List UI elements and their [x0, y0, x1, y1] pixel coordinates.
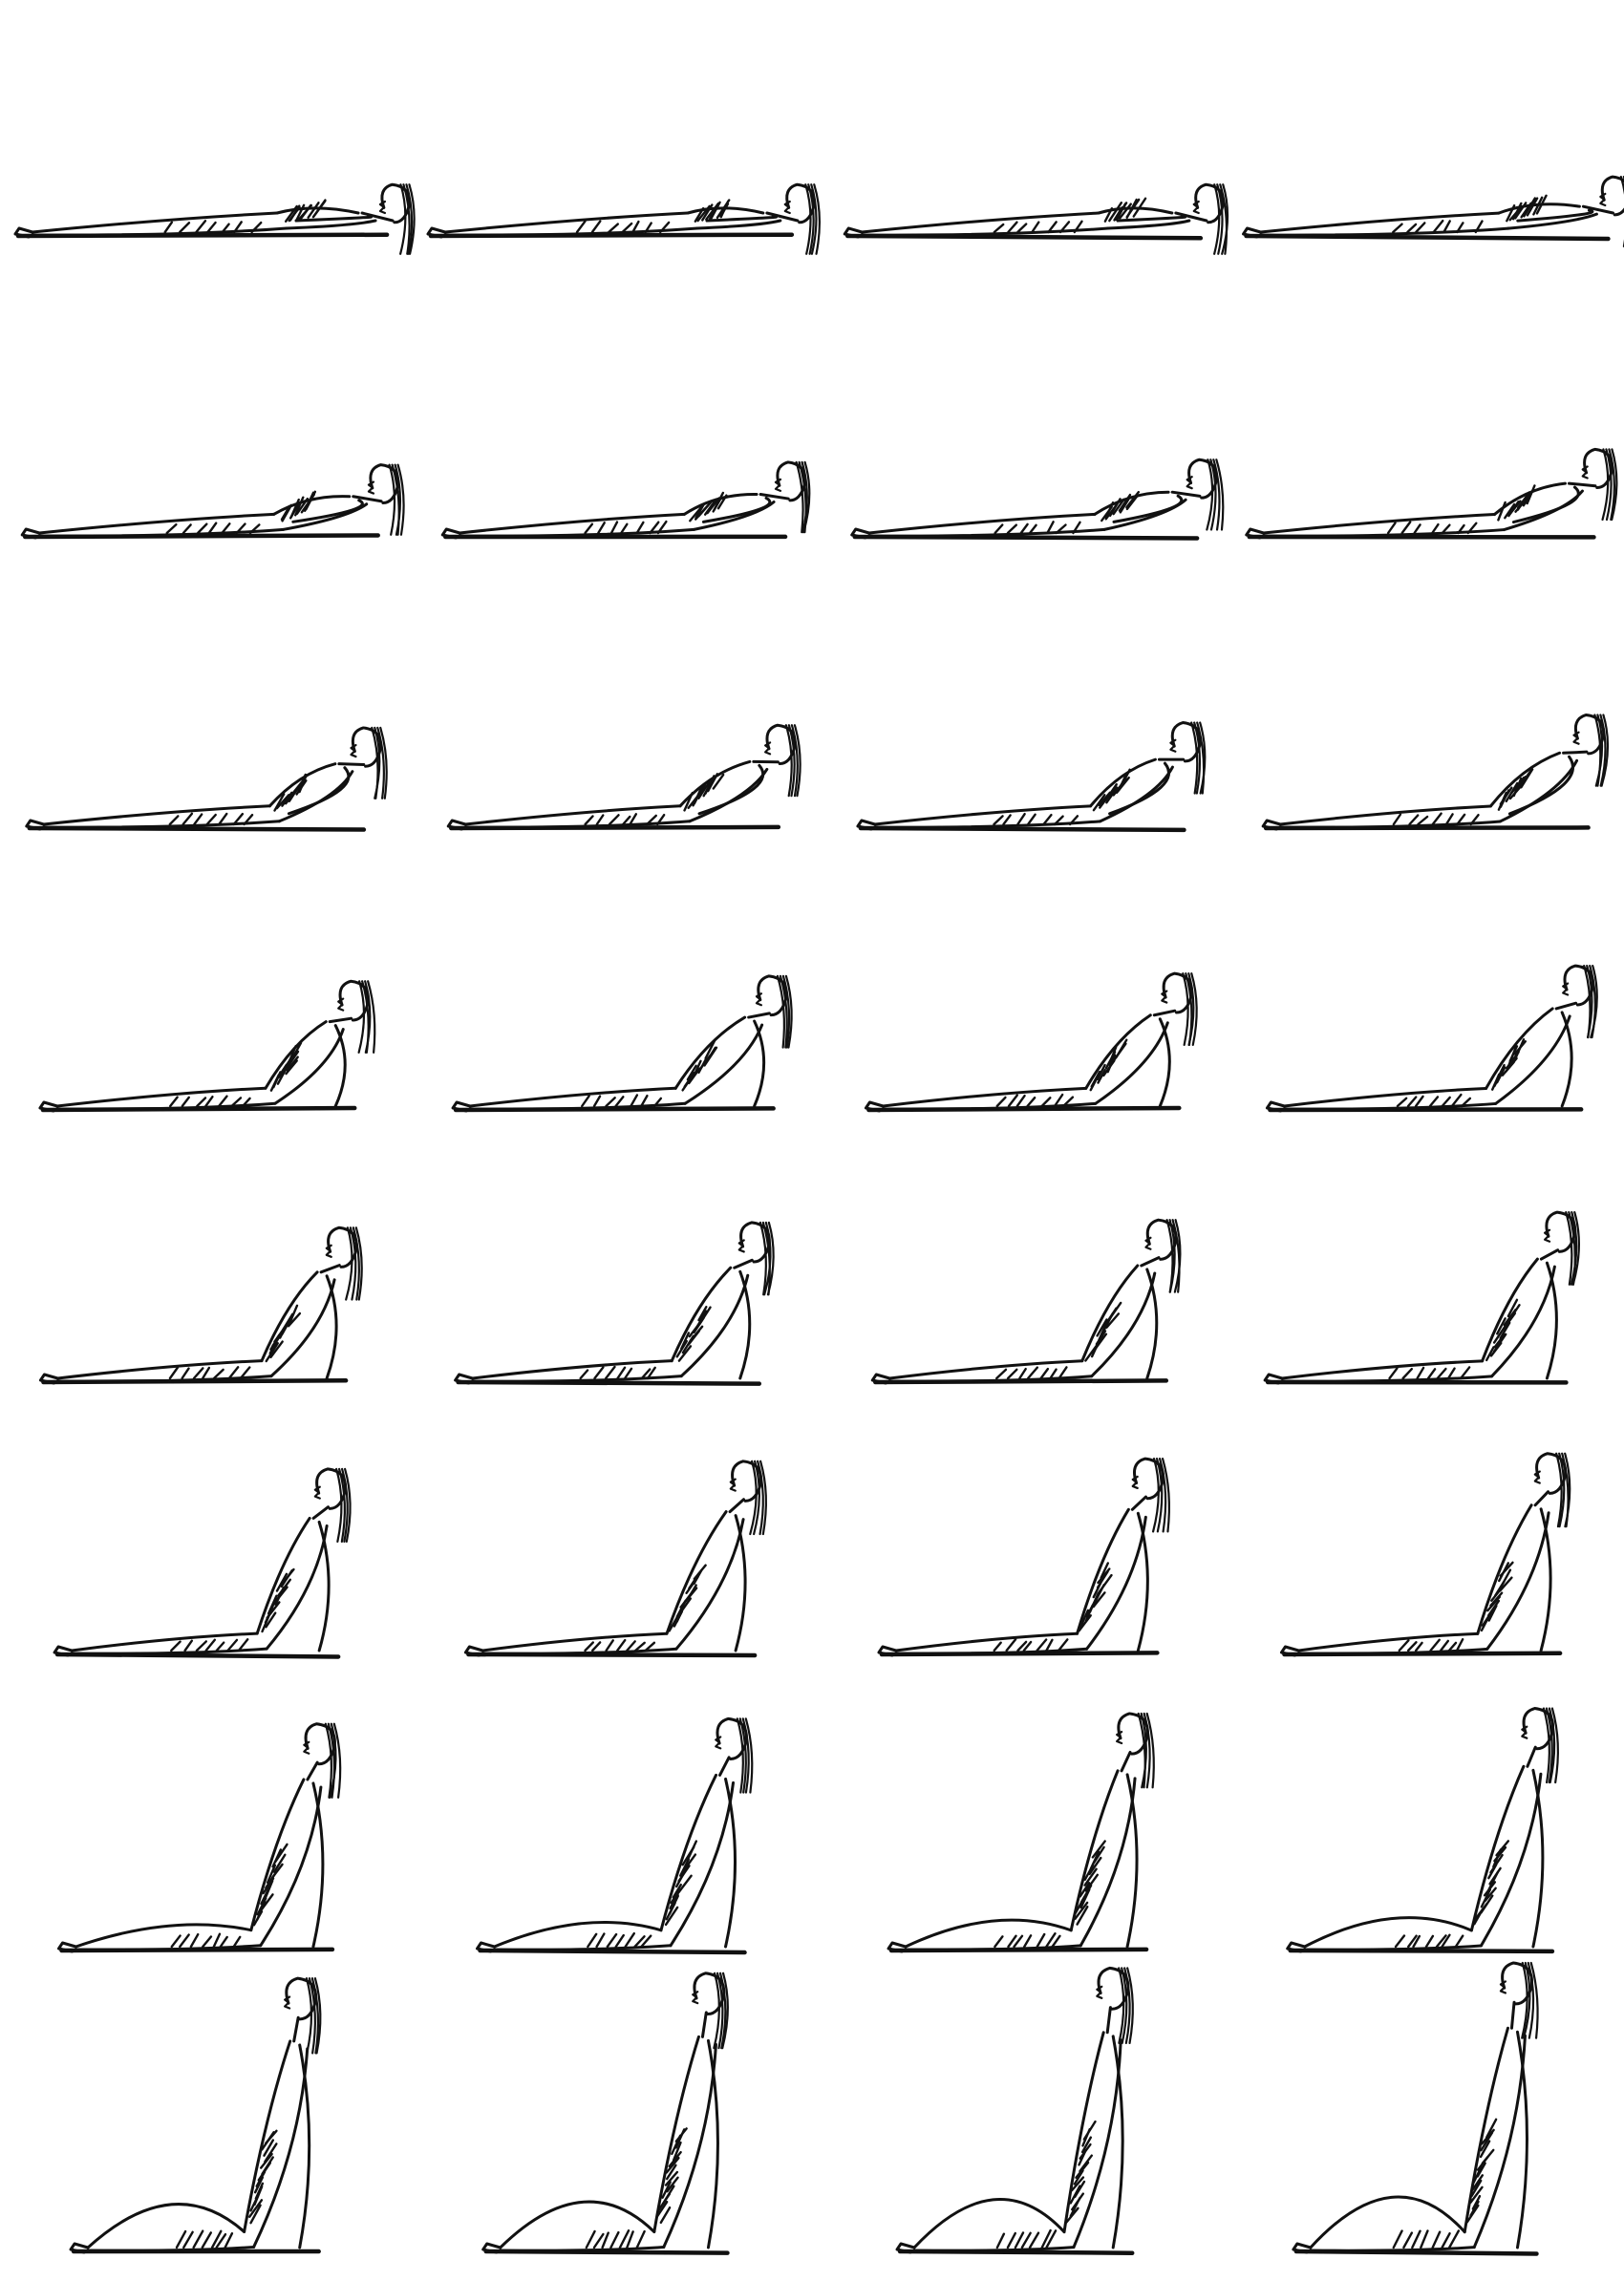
figure-sketch — [454, 1221, 775, 1386]
figure-sketch — [887, 1712, 1155, 1953]
figure-sketch — [895, 1966, 1135, 2255]
figure-sketch — [856, 721, 1207, 833]
figure-sketch — [446, 723, 801, 831]
figure-sketch — [1242, 175, 1624, 248]
figure-sketch — [25, 726, 388, 832]
figure-sketch — [463, 1460, 767, 1658]
figure-sketch — [1245, 447, 1618, 540]
figure-sketch — [20, 463, 405, 540]
figure-sketch — [69, 1976, 322, 2254]
figure-sketch — [53, 1467, 352, 1659]
figure-sketch — [481, 1972, 730, 2255]
figure-sketch — [870, 1218, 1182, 1385]
figure-sketch — [451, 974, 793, 1113]
figure-sketch — [476, 1716, 754, 1955]
figure-sketch — [1263, 1210, 1580, 1385]
figure-sketch — [1279, 1452, 1571, 1657]
figure-sketch — [38, 979, 376, 1113]
figure-sketch — [1286, 1707, 1559, 1954]
figure-sketch — [440, 460, 811, 540]
figure-sketch — [864, 971, 1198, 1113]
figure-sketch — [1265, 964, 1598, 1113]
figure-sketch — [38, 1226, 363, 1385]
figure-sketch — [843, 182, 1229, 255]
figure-sketch — [56, 1722, 342, 1953]
figure-sketch — [1261, 713, 1610, 831]
figure-sketch — [1292, 1961, 1539, 2256]
figure-sketch — [13, 182, 416, 255]
figure-sketch — [426, 182, 822, 255]
figure-sketch — [877, 1457, 1170, 1657]
figure-sketch — [850, 458, 1225, 541]
